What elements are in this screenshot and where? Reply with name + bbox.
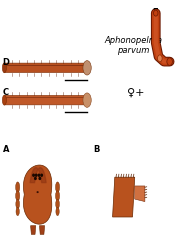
Polygon shape	[31, 226, 36, 234]
Ellipse shape	[83, 60, 91, 75]
Ellipse shape	[16, 191, 20, 201]
Polygon shape	[135, 186, 145, 202]
Ellipse shape	[16, 199, 20, 209]
Polygon shape	[113, 177, 135, 217]
Ellipse shape	[16, 208, 19, 216]
FancyArrow shape	[4, 96, 86, 105]
Ellipse shape	[56, 182, 60, 192]
Text: ♀+: ♀+	[127, 88, 144, 98]
Ellipse shape	[16, 182, 20, 192]
Circle shape	[38, 174, 40, 176]
Ellipse shape	[56, 208, 59, 216]
Circle shape	[154, 10, 158, 16]
Text: D: D	[3, 58, 9, 67]
Polygon shape	[39, 226, 45, 234]
Polygon shape	[23, 165, 52, 224]
Circle shape	[167, 58, 172, 65]
Circle shape	[35, 178, 36, 180]
Text: Aphonopelma
parvum: Aphonopelma parvum	[105, 36, 163, 55]
Ellipse shape	[36, 191, 39, 193]
Ellipse shape	[56, 191, 60, 201]
Text: E: E	[152, 8, 158, 17]
Circle shape	[33, 174, 34, 176]
Ellipse shape	[158, 55, 162, 62]
Ellipse shape	[56, 199, 59, 209]
FancyArrow shape	[4, 63, 86, 72]
Ellipse shape	[2, 95, 7, 105]
Ellipse shape	[2, 63, 7, 73]
Circle shape	[36, 174, 37, 176]
Text: B: B	[93, 145, 99, 154]
Circle shape	[39, 178, 41, 180]
Circle shape	[41, 174, 42, 176]
Text: C: C	[3, 88, 9, 97]
Text: A: A	[3, 145, 9, 154]
Ellipse shape	[83, 93, 91, 107]
